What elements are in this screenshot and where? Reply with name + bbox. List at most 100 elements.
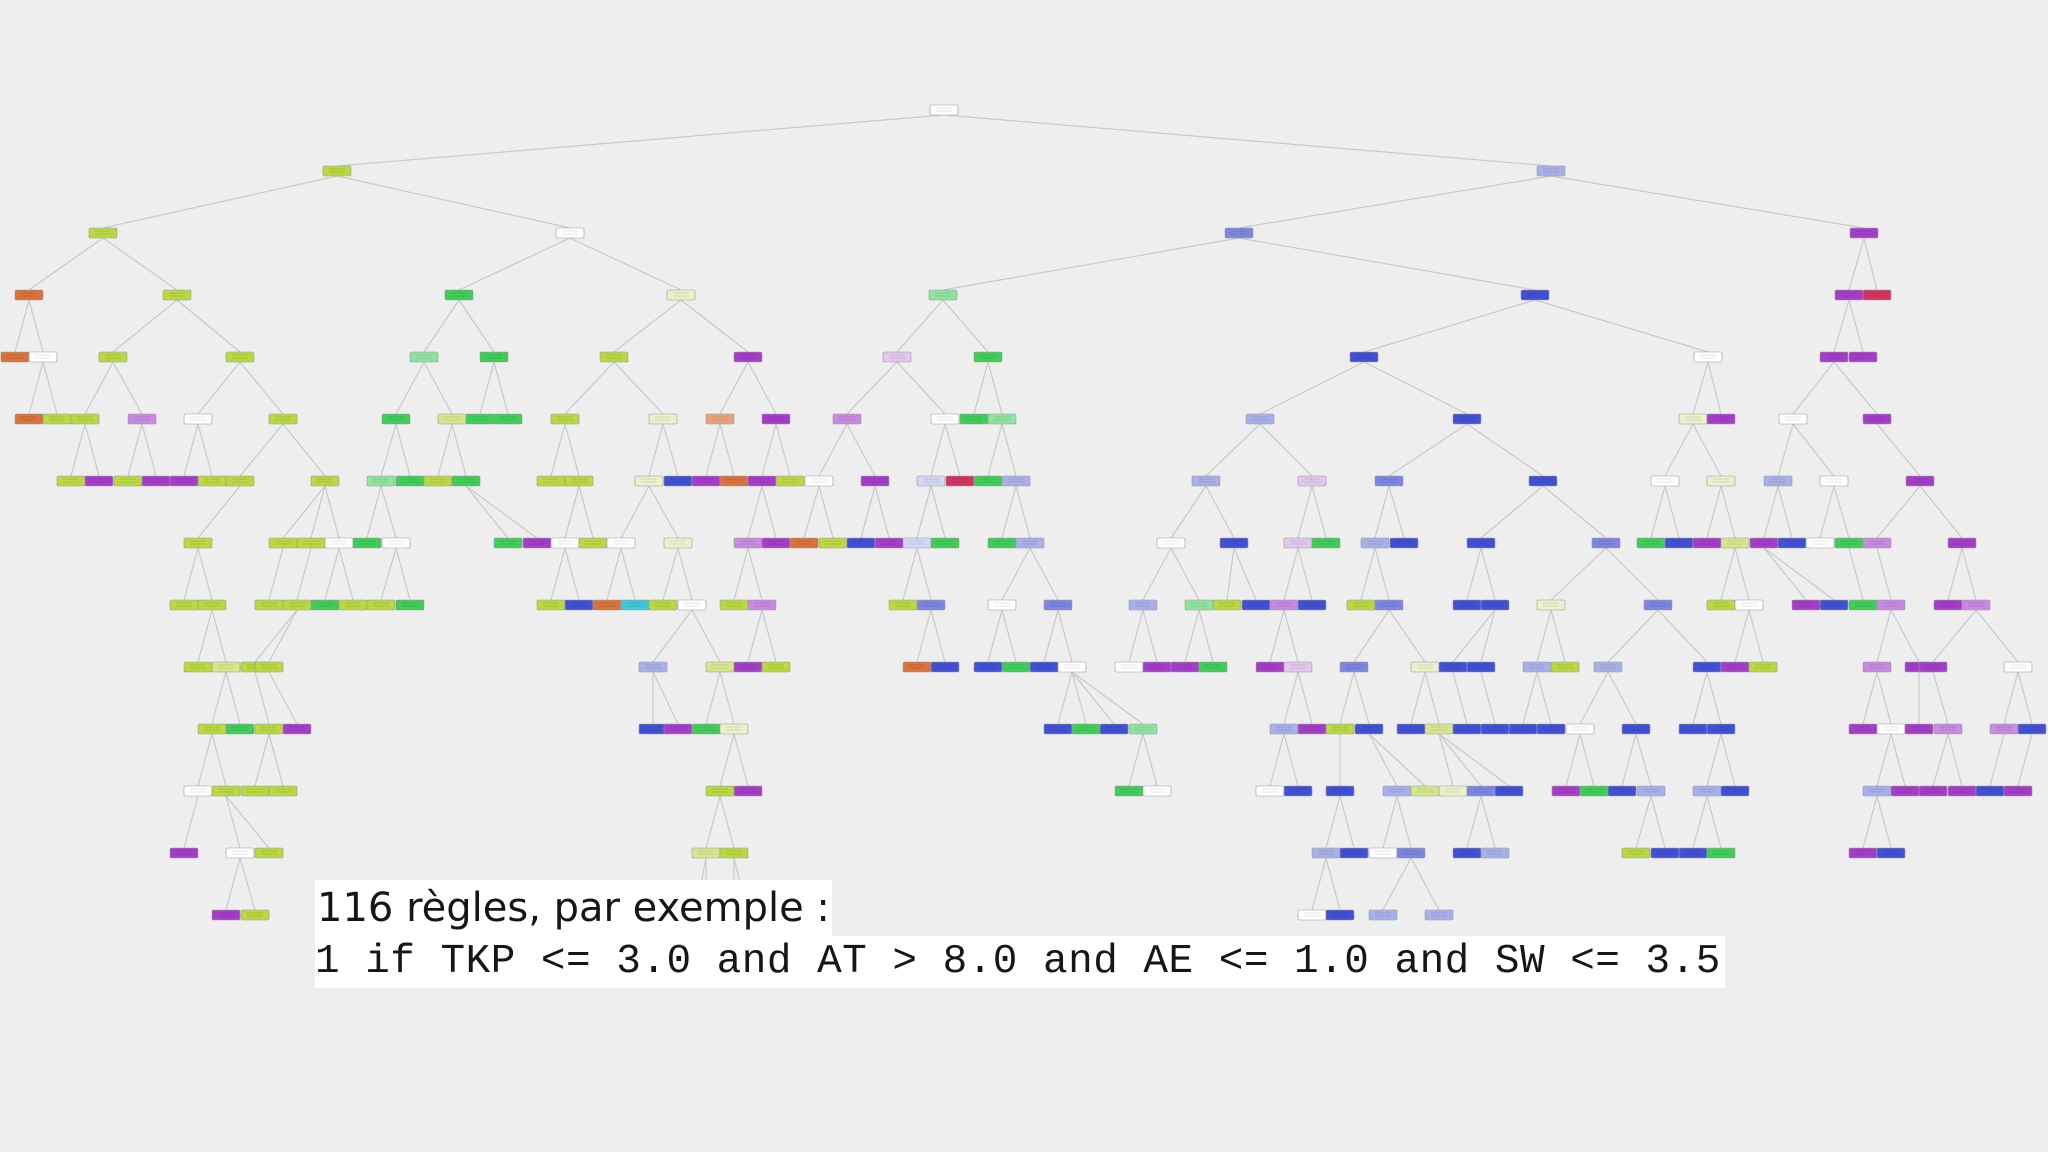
tree-edge: [1947, 733, 1963, 787]
tree-edge: [569, 237, 682, 291]
tree-node: [1643, 599, 1673, 611]
tree-edge: [1238, 237, 1536, 291]
tree-node: [1283, 537, 1313, 549]
tree-edge: [719, 361, 749, 415]
tree-edge: [1550, 609, 1566, 663]
tree-edge: [423, 361, 453, 415]
tree-node: [747, 475, 777, 487]
tree-node: [1480, 723, 1510, 735]
tree-edge: [761, 609, 777, 663]
tree-edge: [1001, 547, 1031, 601]
tree-edge: [1001, 423, 1017, 477]
tree-edge: [1057, 671, 1073, 725]
tree-edge: [2003, 671, 2019, 725]
tree-node: [1424, 723, 1454, 735]
tree-edge: [183, 795, 199, 849]
tree-node: [733, 351, 763, 363]
tree-edge: [268, 733, 284, 787]
tree-node: [705, 785, 735, 797]
tree-node: [2003, 661, 2033, 673]
tree-edge: [987, 423, 1003, 477]
tree-edge: [874, 485, 890, 539]
tree-edge: [1833, 299, 1850, 353]
tree-node: [1834, 537, 1864, 549]
tree-node: [1749, 537, 1779, 549]
tree-edge: [1876, 423, 1921, 477]
tree-node: [2003, 785, 2033, 797]
tree-node: [1339, 847, 1369, 859]
tree-node: [1452, 599, 1482, 611]
tree-node: [1778, 413, 1808, 425]
tree-node: [395, 475, 425, 487]
tree-node: [1029, 661, 1059, 673]
tree-node: [761, 661, 791, 673]
tree-node: [437, 413, 467, 425]
tree-edge: [1720, 733, 1736, 787]
tree-node: [1001, 475, 1031, 487]
tree-edge: [127, 423, 143, 477]
tree-edge: [268, 609, 298, 663]
tree-node: [225, 723, 255, 735]
tree-edge: [916, 609, 932, 663]
tree-node: [197, 723, 227, 735]
tree-node: [902, 661, 932, 673]
tree-edge: [1536, 671, 1552, 725]
tree-edge: [1607, 671, 1637, 725]
tree-edge: [1388, 485, 1405, 539]
tree-node: [691, 475, 721, 487]
tree-edge: [102, 175, 338, 229]
tree-node: [338, 599, 368, 611]
tree-node: [1748, 661, 1778, 673]
tree-node: [1849, 227, 1879, 239]
tree-edge: [846, 423, 876, 477]
tree-edge: [1706, 733, 1722, 787]
tree-node: [930, 413, 960, 425]
tree-node: [1706, 847, 1736, 859]
tree-node: [677, 599, 707, 611]
tree-edge: [197, 423, 213, 477]
tree-node: [1297, 475, 1327, 487]
tree-node: [1678, 413, 1708, 425]
tree-node: [1424, 909, 1454, 921]
tree-edge: [1382, 795, 1398, 849]
tree-node: [666, 289, 696, 301]
tree-node: [663, 475, 693, 487]
tree-edge: [680, 299, 749, 353]
tree-edge: [1550, 175, 1865, 229]
tree-node: [1550, 661, 1580, 673]
tree-node: [1283, 661, 1313, 673]
tree-node: [860, 475, 890, 487]
tree-node: [1975, 785, 2005, 797]
tree-edge: [336, 175, 571, 229]
tree-node: [225, 847, 255, 859]
tree-node: [1255, 785, 1285, 797]
tree-edge: [1534, 299, 1709, 353]
tree-edge: [296, 547, 312, 601]
tree-edge: [493, 361, 509, 415]
tree-edge: [902, 547, 918, 601]
tree-node: [1466, 661, 1496, 673]
tree-node: [70, 413, 100, 425]
tree-edge: [84, 361, 114, 415]
tree-node: [88, 227, 118, 239]
tree-edge: [1890, 609, 1920, 663]
tree-edge: [1819, 485, 1835, 539]
tree-node: [536, 475, 566, 487]
tree-node: [1466, 785, 1496, 797]
tree-node: [663, 723, 693, 735]
tree-edge: [310, 485, 326, 539]
tree-edge: [613, 361, 664, 415]
example-rule-text: 1 if TKP <= 3.0 and AT > 8.0 and AE <= 1…: [315, 936, 1725, 988]
tree-node: [705, 413, 735, 425]
tree-edge: [719, 423, 735, 477]
tree-node: [1918, 785, 1948, 797]
tree-edge: [987, 609, 1003, 663]
tree-edge: [1325, 795, 1341, 849]
tree-edge: [550, 547, 566, 601]
tree-edge: [1876, 547, 1892, 601]
tree-node: [599, 351, 629, 363]
tree-node: [268, 413, 298, 425]
tree-edge: [620, 485, 650, 539]
tree-node: [113, 475, 143, 487]
tree-node: [761, 537, 791, 549]
